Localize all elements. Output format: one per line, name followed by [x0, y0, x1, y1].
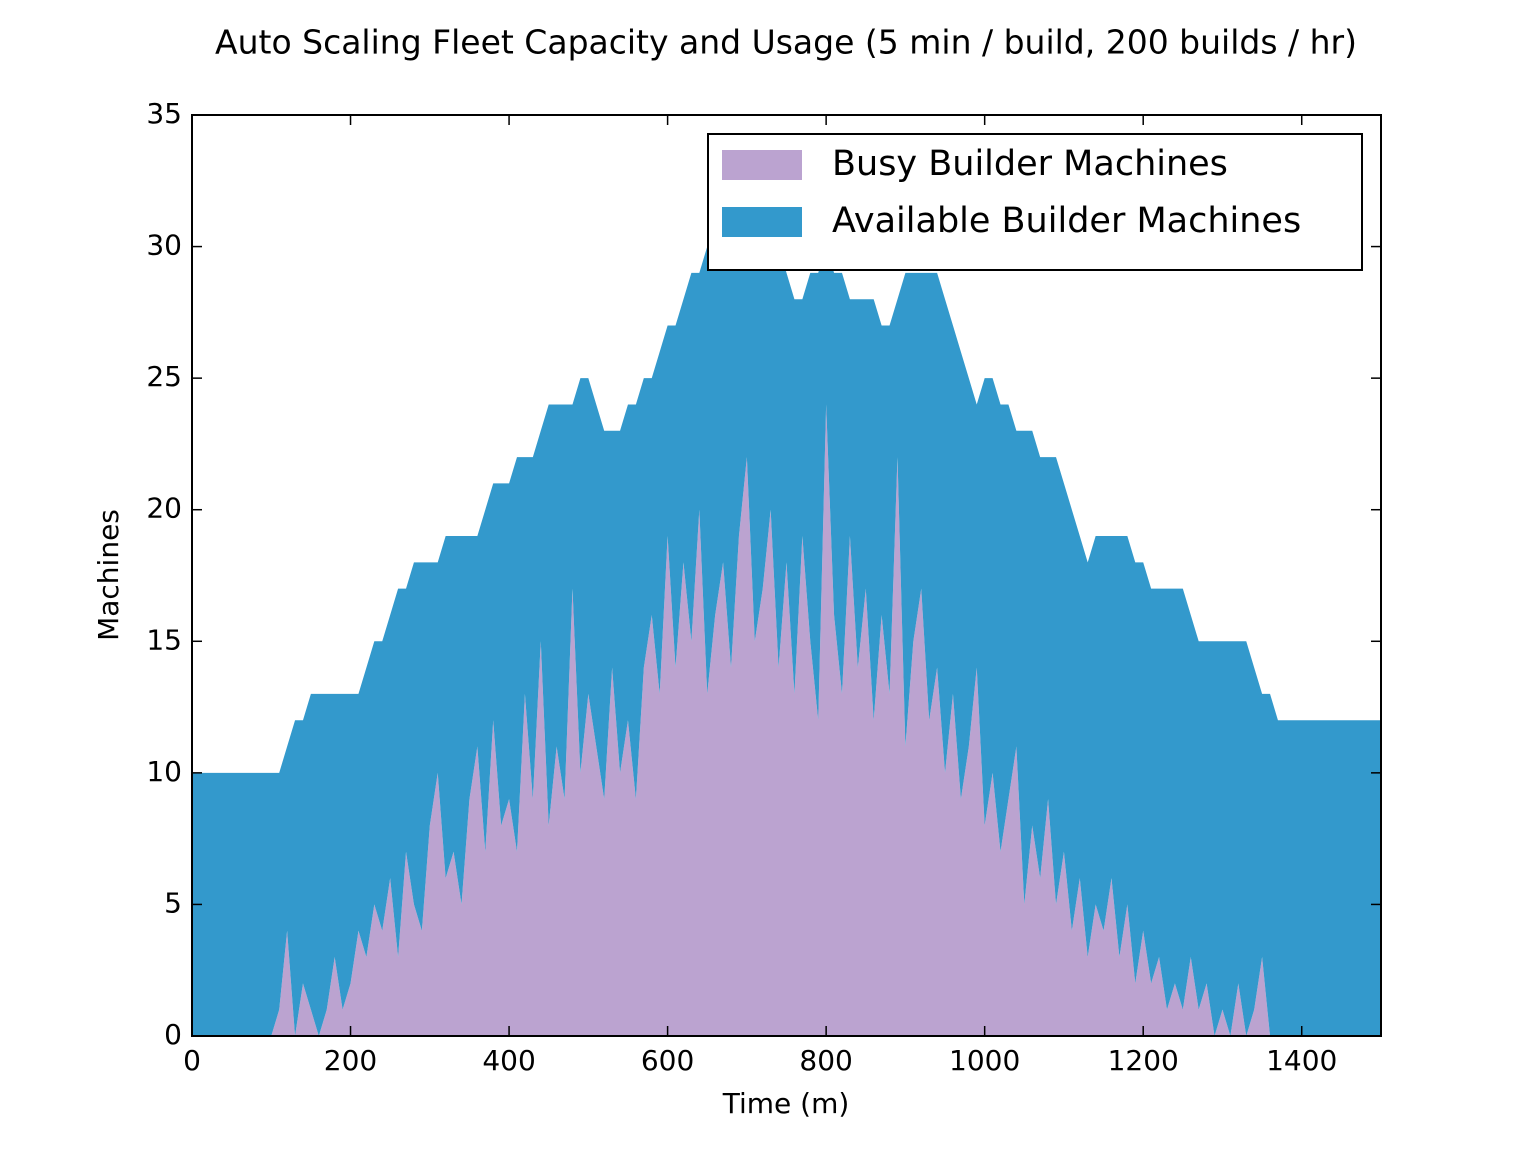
x-tick-label: 1400	[1266, 1044, 1337, 1077]
y-tick-label: 5	[164, 886, 182, 919]
legend-swatch	[722, 207, 802, 237]
y-tick-label: 10	[146, 755, 182, 788]
legend-label: Available Builder Machines	[832, 201, 1301, 241]
legend-swatch	[722, 150, 802, 180]
x-tick-label: 600	[641, 1044, 694, 1077]
x-tick-label: 400	[482, 1044, 535, 1077]
legend-label: Busy Builder Machines	[832, 144, 1228, 184]
area	[192, 246, 1381, 1037]
area	[192, 404, 1381, 1036]
y-tick-label: 0	[164, 1018, 182, 1051]
y-tick-label: 20	[146, 492, 182, 525]
y-axis-label: Machines	[92, 509, 125, 641]
x-tick-label: 0	[183, 1044, 201, 1077]
x-tick-label: 800	[799, 1044, 852, 1077]
y-tick-label: 30	[146, 229, 182, 262]
y-tick-label: 25	[146, 360, 182, 393]
x-tick-label: 200	[324, 1044, 377, 1077]
x-tick-label: 1000	[949, 1044, 1020, 1077]
chart-title: Auto Scaling Fleet Capacity and Usage (5…	[215, 23, 1357, 62]
legend-box	[707, 133, 1363, 271]
y-tick-label: 35	[146, 97, 182, 130]
x-tick-label: 1200	[1108, 1044, 1179, 1077]
x-axis-label: Time (m)	[722, 1087, 850, 1120]
plot-frame	[191, 114, 1382, 1037]
y-tick-label: 15	[146, 623, 182, 656]
